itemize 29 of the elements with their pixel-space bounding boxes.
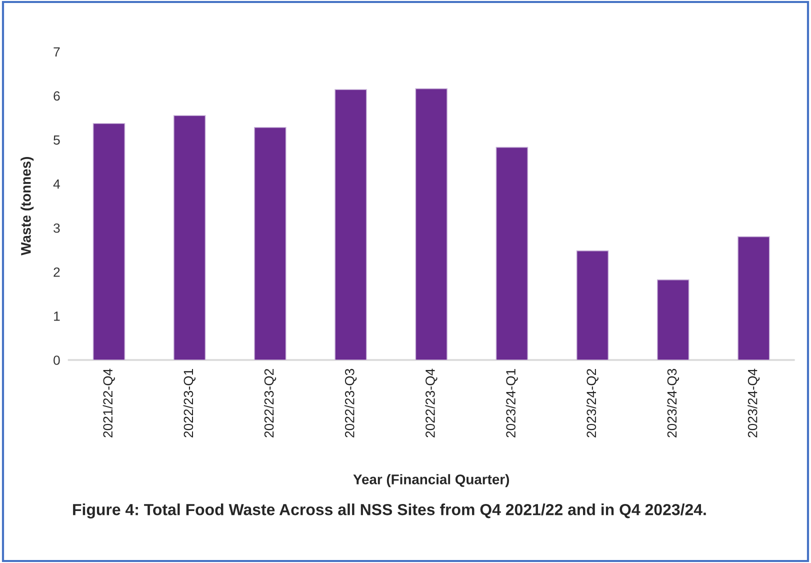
bar [415,88,448,360]
bar [576,250,609,360]
bar [92,123,126,360]
bar [738,236,770,360]
bar [173,115,206,360]
bar [496,146,528,360]
bar [656,279,690,360]
y-tick-label: 2 [54,267,60,277]
y-tick-label: 0 [54,356,60,365]
x-tick-label: 2023/24-Q4 [748,368,760,438]
x-tick-label: 2022/23-Q3 [344,368,357,438]
y-tick-label: 1 [54,312,60,321]
y-tick-label: 6 [54,91,60,101]
x-tick-label: 2023/24-Q3 [666,368,680,438]
y-tick-label: 4 [53,180,60,189]
text: Figure 4: Total Food Waste Across all NSS Sites from Q4 2021/22 and in Q4 2023/24. [73,504,706,518]
bar [334,89,367,360]
x-tick-label: 2022/23-Q4 [425,368,438,438]
x-tick-label: 2022/23-Q2 [264,368,276,438]
y-tick-label: 5 [54,135,60,145]
y-tick-label: 3 [54,223,60,233]
y-axis-title: Waste (tonnes) [20,157,34,256]
x-axis-title: Year (Financial Quarter) [353,474,510,488]
x-tick-label: 2021/22-Q4 [102,368,115,438]
y-tick-label: 7 [54,47,60,56]
x-tick-label: 2023/24-Q1 [506,368,518,438]
x-tick-label: 2023/24-Q2 [586,368,598,438]
x-tick-label: 2022/23-Q1 [183,368,196,438]
bar [254,127,286,360]
